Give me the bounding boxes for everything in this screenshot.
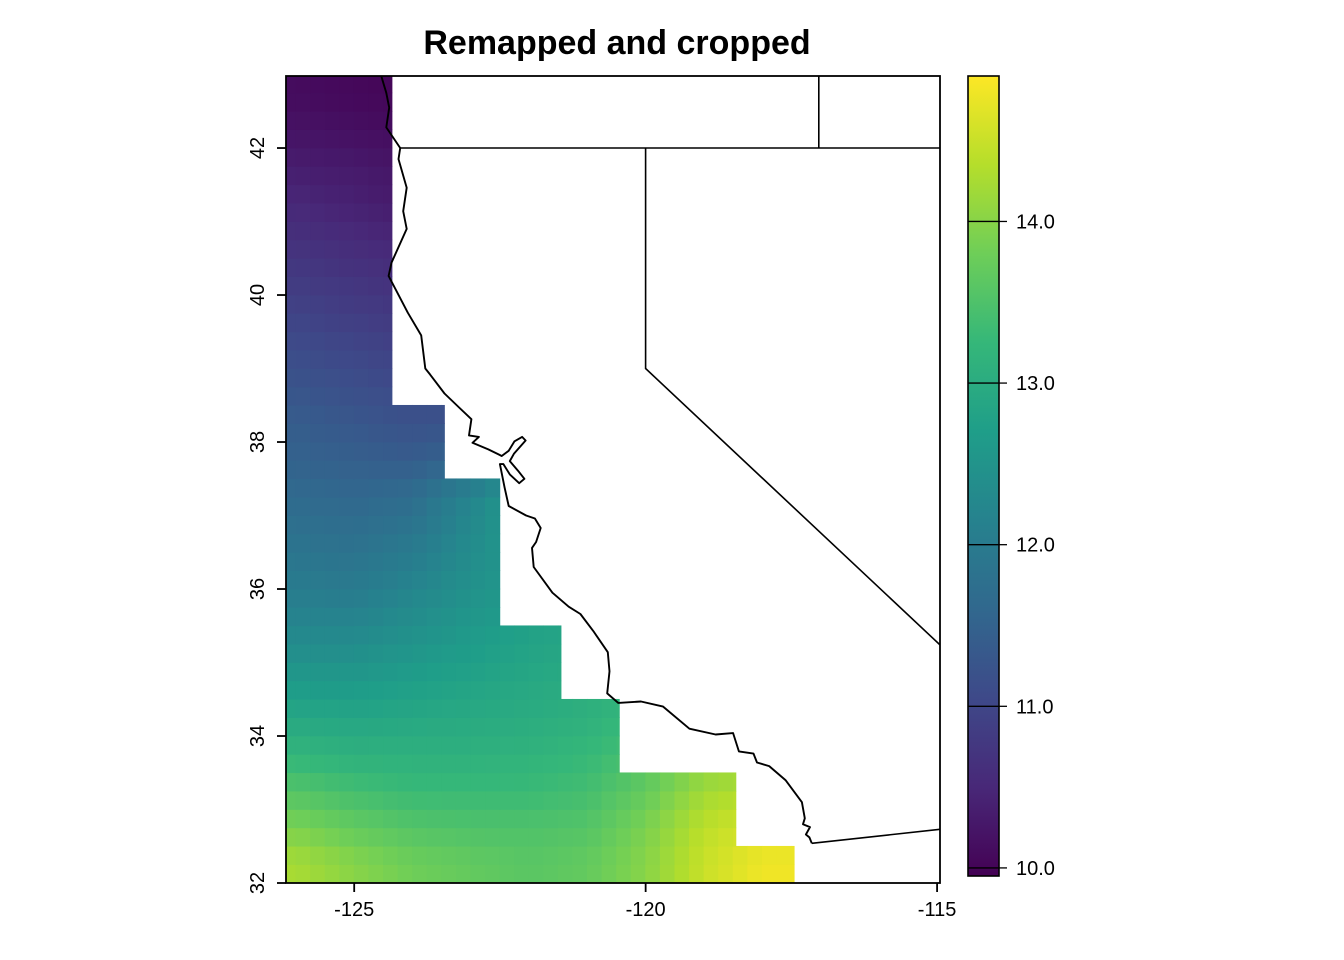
sst-raster-layer bbox=[286, 76, 795, 883]
colorbar-tick-label: 14.0 bbox=[1016, 211, 1055, 233]
y-tick-label: 42 bbox=[247, 137, 269, 159]
y-tick-label: 40 bbox=[247, 284, 269, 306]
x-tick-label: -125 bbox=[334, 899, 374, 921]
y-axis: 32 34 36 38 40 42 bbox=[247, 137, 286, 894]
colorbar-tick-label: 11.0 bbox=[1016, 696, 1053, 718]
colorbar-tick-label: 13.0 bbox=[1016, 373, 1055, 395]
y-tick-label: 34 bbox=[247, 725, 269, 747]
plot-title: Remapped and cropped bbox=[423, 24, 811, 62]
x-axis: -125 -120 -115 bbox=[334, 883, 956, 921]
y-tick-label: 36 bbox=[247, 578, 269, 600]
x-tick-label: -120 bbox=[626, 899, 666, 921]
colorbar-tick-label: 10.0 bbox=[1016, 858, 1055, 880]
plot-frame bbox=[285, 75, 941, 884]
y-tick-label: 32 bbox=[247, 872, 269, 894]
x-tick-label: -115 bbox=[918, 899, 957, 921]
colorbar-tick-label: 12.0 bbox=[1016, 535, 1055, 557]
california-nevada-border bbox=[644, 148, 940, 646]
california-coastline bbox=[380, 76, 813, 844]
colorbar-gradient bbox=[967, 75, 1000, 877]
y-tick-label: 38 bbox=[247, 431, 269, 453]
us-mexico-border bbox=[811, 828, 940, 845]
colorbar: 10.0 11.0 12.0 13.0 14.0 bbox=[967, 75, 1055, 880]
state-borders bbox=[400, 76, 940, 845]
